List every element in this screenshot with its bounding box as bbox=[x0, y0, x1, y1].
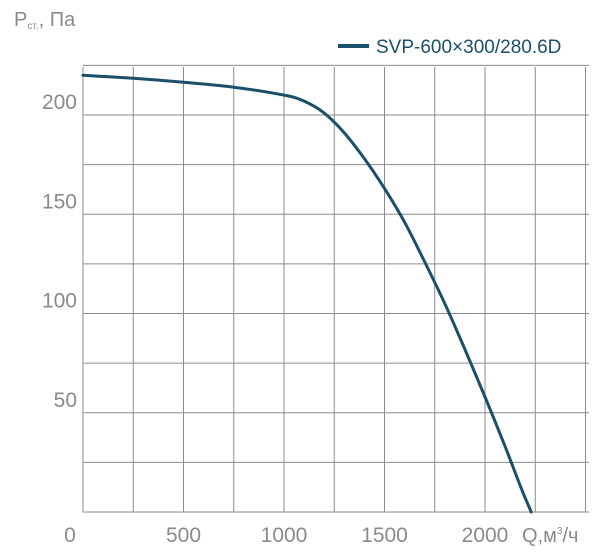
series-line bbox=[81, 73, 533, 514]
y-tick-label: 200 bbox=[42, 91, 77, 114]
y-axis-label: Pст., Па bbox=[14, 9, 76, 32]
x-tick-label: 1000 bbox=[261, 524, 308, 547]
y-tick-label: 150 bbox=[42, 190, 77, 213]
legend: SVP-600×300/280.6D bbox=[338, 37, 561, 58]
x-tick-label: 2000 bbox=[462, 524, 509, 547]
x-axis-label: Q,м3/ч bbox=[522, 525, 578, 547]
x-tick-label: 0 bbox=[64, 524, 76, 547]
chart-grid bbox=[82, 64, 589, 513]
y-tick-label: 100 bbox=[42, 290, 77, 313]
y-tick-label: 50 bbox=[54, 389, 77, 412]
chart-series bbox=[81, 73, 533, 514]
x-tick-label: 500 bbox=[166, 524, 201, 547]
legend-label: SVP-600×300/280.6D bbox=[376, 37, 561, 58]
x-tick-label: 1500 bbox=[361, 524, 408, 547]
